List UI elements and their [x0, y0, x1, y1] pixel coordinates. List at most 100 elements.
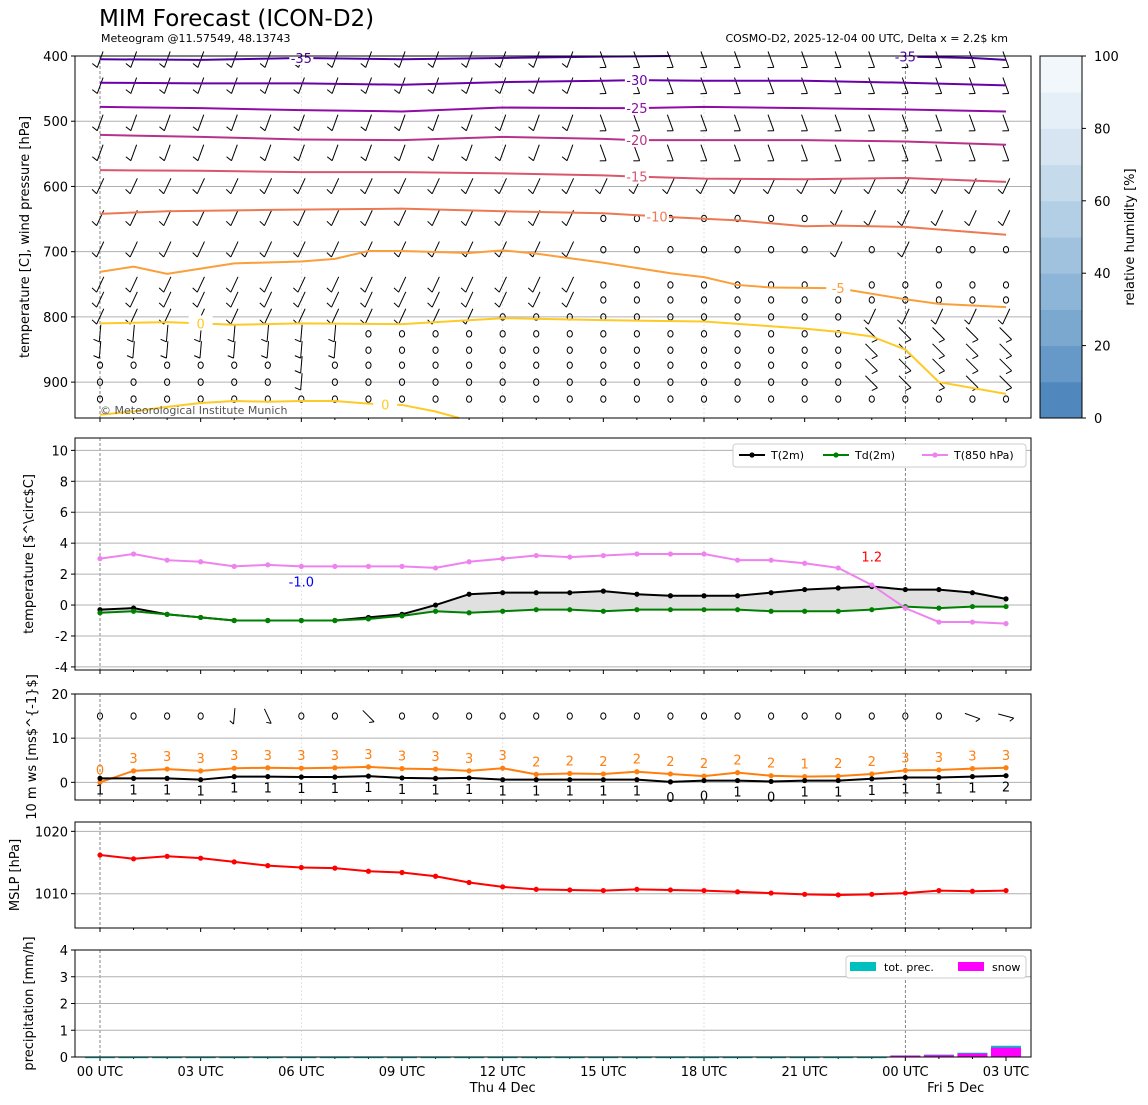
wind-barb: [561, 114, 574, 132]
wind-barb-flag: [294, 338, 301, 343]
wind-barb-staff: [968, 114, 976, 131]
wind-barb-staff: [163, 144, 171, 161]
calm-wind-circle: [633, 296, 640, 304]
wind-barb-staff: [398, 291, 407, 308]
wind-barb-flag: [360, 188, 366, 195]
wind-barb-flag: [935, 160, 942, 162]
calm-wind-circle: [801, 330, 808, 338]
wind-barb-staff: [300, 356, 303, 374]
wind-barb-flag: [968, 93, 976, 95]
wind-barb: [125, 178, 138, 195]
wind-barb-flag: [328, 355, 335, 359]
calm-wind-circle: [768, 712, 775, 720]
wind-barb-flag: [762, 188, 769, 195]
wind-barb: [461, 144, 473, 162]
wind-speed-label: 1: [431, 783, 439, 798]
wind-barb-staff: [901, 144, 909, 161]
data-point: [432, 873, 439, 879]
calm-wind-circle: [197, 378, 204, 386]
data-point: [332, 774, 338, 780]
data-point: [835, 565, 841, 571]
data-point: [902, 767, 908, 774]
wind-barb-staff: [935, 51, 943, 68]
wind-barb: [159, 114, 171, 132]
wind-barb-flag: [494, 89, 501, 94]
data-point: [432, 602, 439, 608]
calm-wind-circle: [499, 378, 506, 386]
wind-barb: [999, 358, 1013, 375]
calm-wind-circle: [600, 712, 607, 720]
calm-wind-circle: [331, 361, 338, 369]
wind-barb: [225, 308, 239, 325]
data-point: [734, 770, 741, 776]
legend: tot. prec. snow: [845, 955, 1027, 979]
calm-wind-circle: [566, 346, 573, 354]
data-point: [466, 610, 472, 616]
wind-barb: [829, 241, 843, 258]
wind-barb: [901, 77, 909, 95]
calm-wind-circle: [499, 395, 506, 403]
calm-wind-circle: [331, 378, 338, 386]
calm-wind-circle: [566, 395, 573, 403]
wind-barb: [158, 276, 172, 293]
data-point: [97, 852, 103, 858]
legend-label: tot. prec.: [884, 961, 934, 974]
wind-barb: [328, 341, 337, 359]
wind-barb-staff: [666, 144, 674, 161]
data-point: [164, 557, 170, 563]
wind-barb: [461, 114, 473, 132]
wind-barb-staff: [932, 358, 945, 372]
wind-speed-label: 1: [264, 782, 272, 797]
wind-barb-flag: [494, 188, 500, 195]
wind-barb-staff: [599, 114, 607, 131]
wind-barb-flag: [767, 66, 774, 69]
wind-barb-flag: [226, 89, 232, 94]
wind-barb: [935, 114, 943, 132]
legend-label: T(850 hPa): [953, 449, 1014, 462]
wind-barb-staff: [298, 144, 305, 161]
legend-box: [732, 443, 1027, 468]
calm-wind-circle: [801, 712, 808, 720]
wind-barb-staff: [901, 308, 910, 325]
wind-barb: [930, 210, 944, 227]
wind-barb-staff: [700, 114, 708, 131]
gust-label: 3: [129, 752, 137, 767]
wind-barb-flag: [259, 252, 265, 258]
wind-barb-staff: [901, 77, 909, 94]
wind-barb-staff: [96, 291, 105, 308]
calm-wind-circle: [734, 330, 741, 338]
wind-speed-label: 0: [767, 790, 775, 805]
calm-wind-circle: [164, 712, 171, 720]
wind-barb-flag: [460, 287, 467, 293]
data-point: [667, 551, 674, 557]
wind-barb-flag: [261, 338, 268, 343]
wind-barb-flag: [192, 126, 199, 132]
wind-barb-flag: [666, 160, 674, 162]
wind-barb-staff: [834, 77, 842, 94]
wind-barb-staff: [666, 51, 674, 68]
legend-marker: [932, 452, 938, 458]
wind-barb-flag: [494, 220, 500, 227]
x-tick-label: 00 UTC: [882, 1065, 928, 1080]
y-axis-label: temperature [$^\circ$C]: [22, 474, 37, 634]
calm-wind-circle: [600, 395, 607, 403]
calm-wind-circle: [768, 313, 775, 321]
wind-barb-staff: [599, 178, 608, 194]
wind-barb: [965, 358, 979, 375]
data-point: [600, 552, 606, 559]
calm-wind-circle: [700, 246, 708, 254]
wind-barb-flag: [294, 355, 301, 359]
calm-wind-circle: [902, 395, 909, 403]
calm-wind-circle: [768, 296, 775, 304]
wind-barb-flag: [192, 156, 199, 162]
calm-wind-circle: [768, 346, 775, 354]
colorbar-swatch: [1040, 56, 1082, 93]
wind-barb: [494, 114, 507, 132]
wind-barb-flag: [225, 252, 232, 258]
wind-barb-flag: [126, 355, 134, 359]
wind-barb-flag: [964, 319, 970, 325]
wind-barb: [192, 77, 205, 94]
wind-barb: [326, 291, 340, 308]
chart-title: MIM Forecast (ICON-D2): [99, 6, 374, 32]
data-point: [500, 765, 506, 771]
